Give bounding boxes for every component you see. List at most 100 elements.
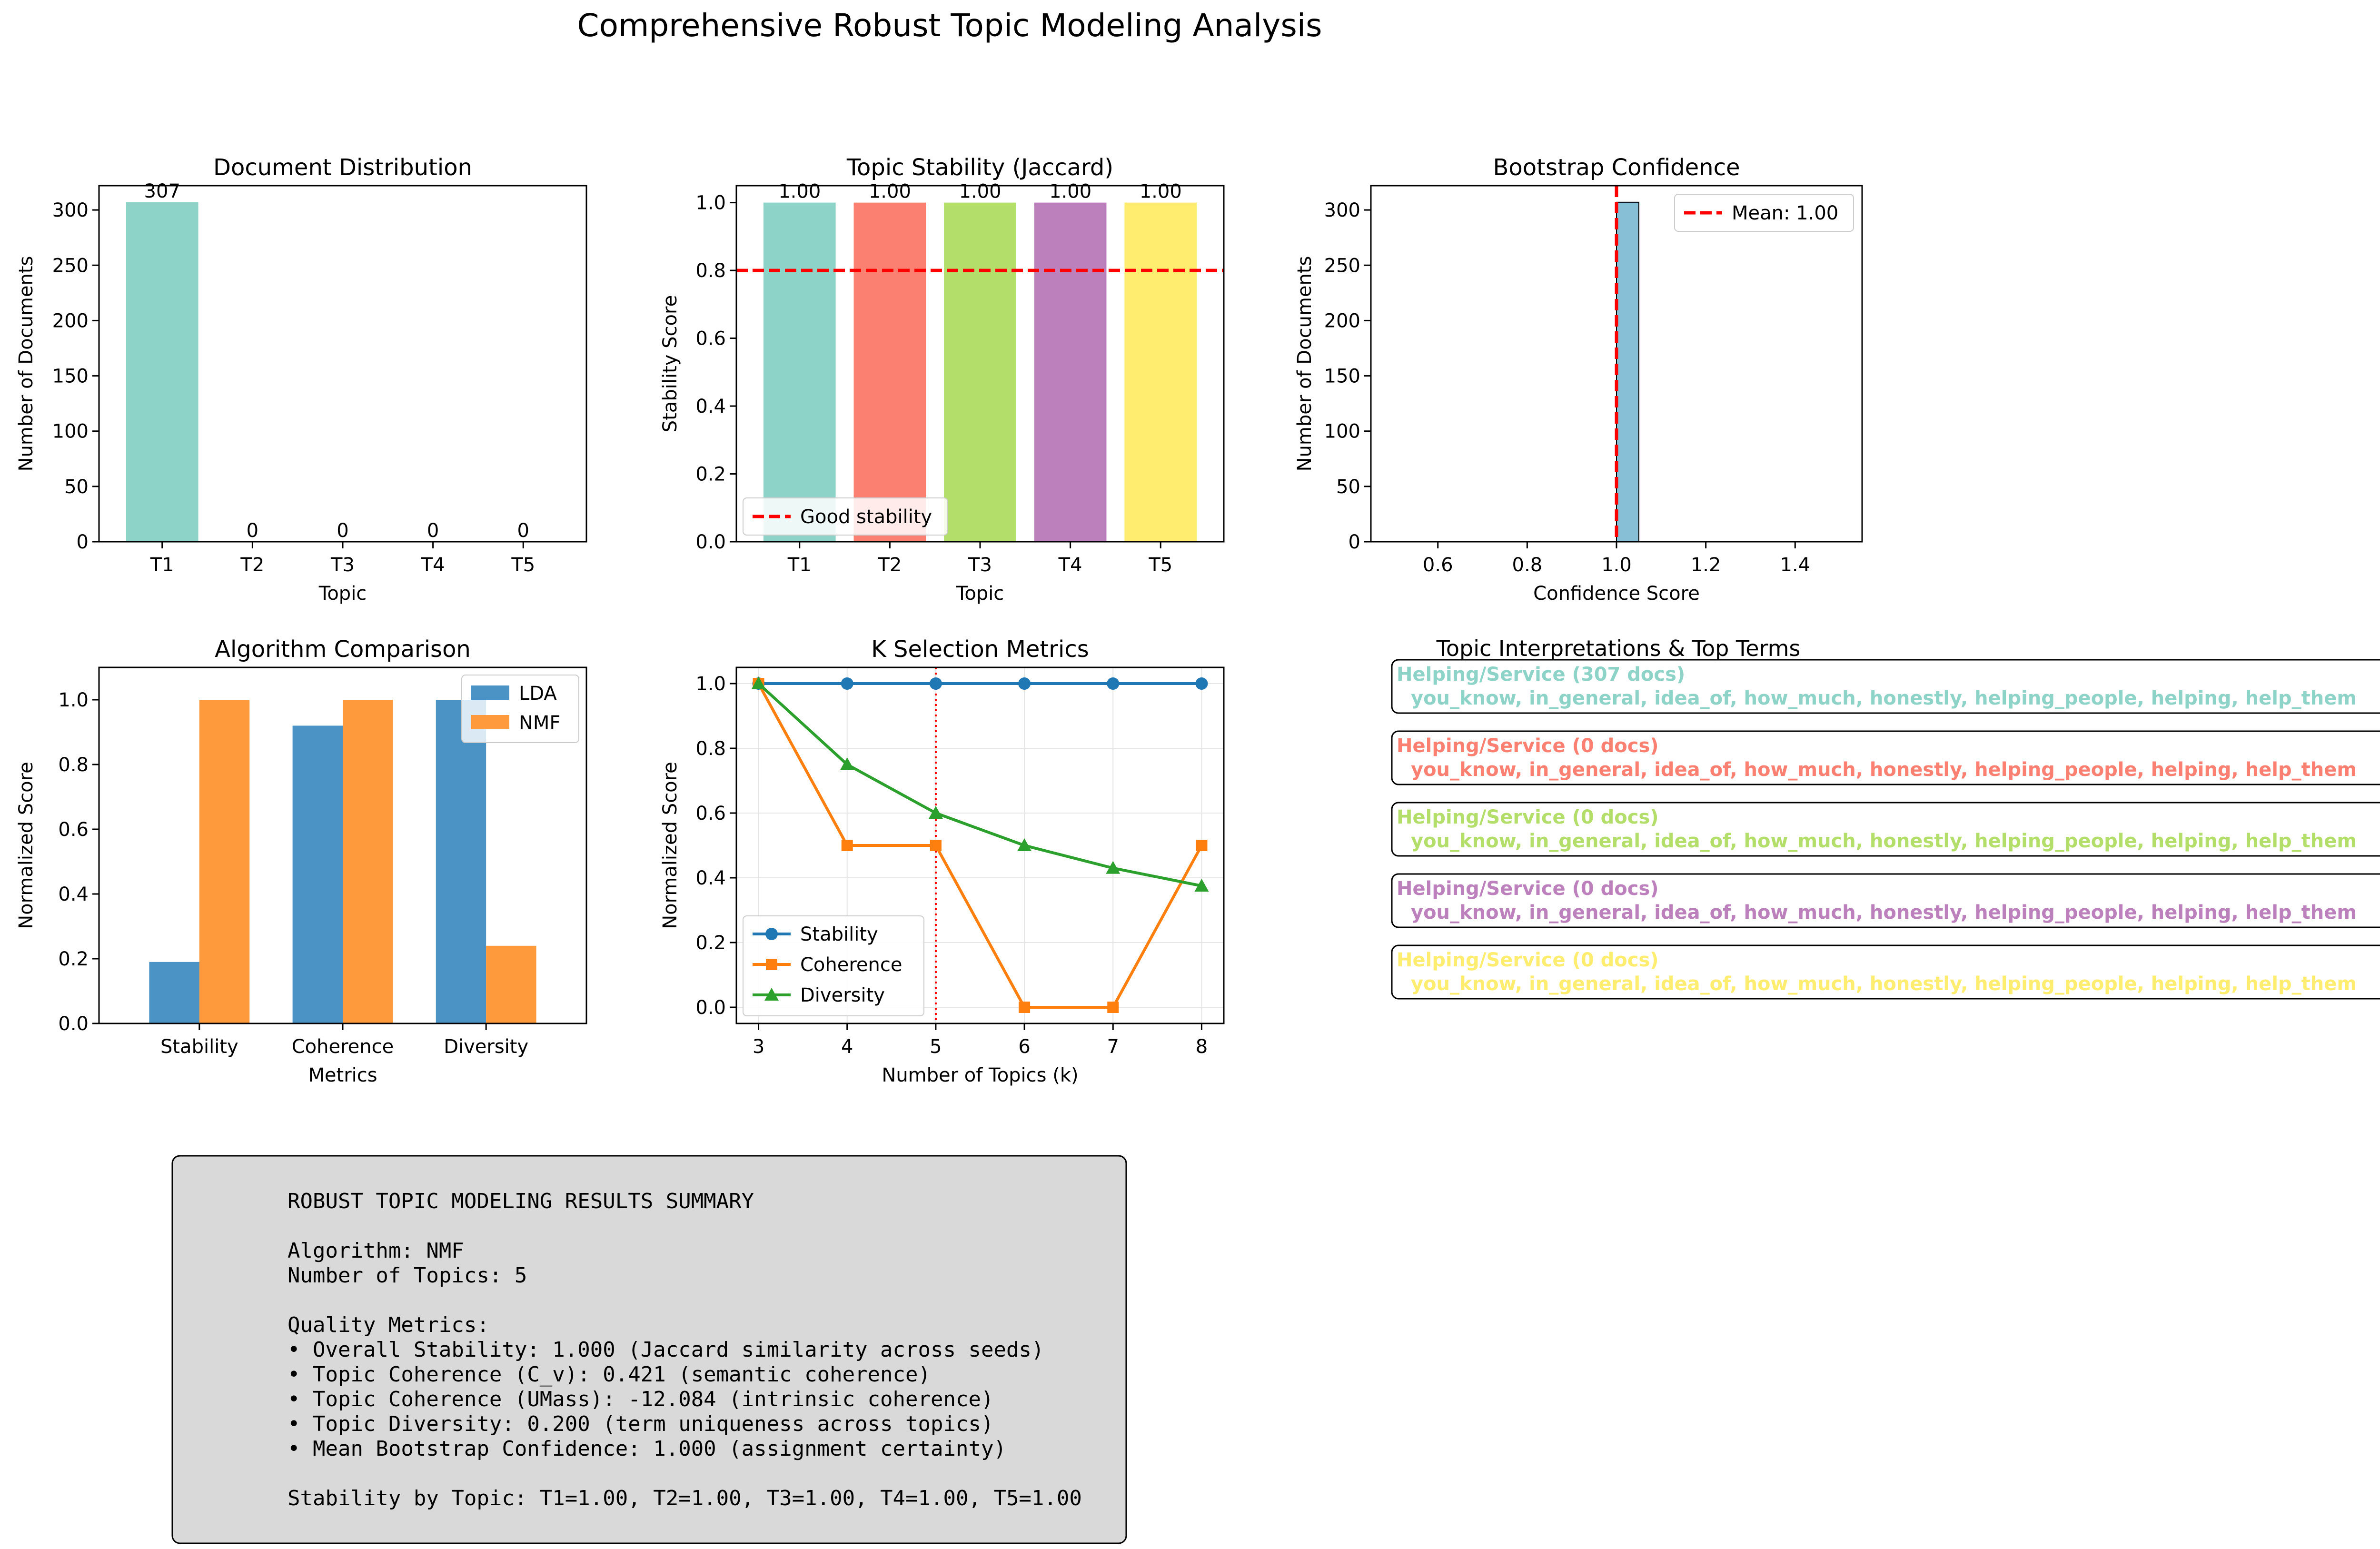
x-tick-label: T5 <box>511 554 535 576</box>
interpretation-box <box>1391 802 2380 857</box>
y-tick-label: 150 <box>1324 366 1360 387</box>
bar-value-label: 1.00 <box>1049 181 1091 203</box>
x-tick-label: T3 <box>330 554 355 576</box>
y-tick-label: 0.0 <box>695 531 726 553</box>
y-tick-label: 0.6 <box>695 803 726 824</box>
point-coherence <box>841 840 853 851</box>
bar-value-label: 0 <box>247 520 258 542</box>
x-tick-label: 0.6 <box>1423 554 1453 576</box>
x-tick-label: T4 <box>1058 554 1082 576</box>
legend-label: Diversity <box>800 984 885 1006</box>
legend-marker <box>765 928 778 940</box>
x-tick-label: T4 <box>421 554 445 576</box>
y-tick-label: 0.4 <box>58 884 89 905</box>
interpretation-item: Helping/Service (0 docs)you_know, in_gen… <box>1391 802 2380 857</box>
series-line-coherence <box>757 683 1203 1009</box>
y-tick-label: 0.8 <box>58 754 89 776</box>
point-stability <box>1195 677 1208 690</box>
x-axis-label: Number of Topics (k) <box>882 1064 1078 1086</box>
y-tick-label: 300 <box>52 199 89 221</box>
y-axis-label: Normalized Score <box>659 762 681 929</box>
y-tick-label: 0.0 <box>695 997 726 1019</box>
y-tick-label: 0.8 <box>695 260 726 282</box>
y-tick-label: 100 <box>52 421 89 443</box>
figure-title: Comprehensive Robust Topic Modeling Anal… <box>577 7 1322 44</box>
summary-line: Number of Topics: 5 <box>288 1263 527 1288</box>
bar <box>944 202 1016 542</box>
point-stability <box>1018 677 1031 690</box>
bar-value-label: 0 <box>517 520 529 542</box>
bar <box>763 202 836 542</box>
legend-label: LDA <box>519 683 557 705</box>
y-axis-label: Stability Score <box>659 295 681 432</box>
chart-k-selection-metrics: 0.0 0.2 0.4 0.6 0.8 1.0 3 4 5 6 7 8 K Selection Metr… <box>659 636 1225 1086</box>
point-diversity <box>1194 879 1209 892</box>
summary-line: Quality Metrics: <box>288 1313 489 1337</box>
interpretation-terms: you_know, in_general, idea_of, how_much,… <box>1411 759 2357 781</box>
point-coherence <box>1019 1002 1031 1013</box>
interpretation-item: Helping/Service (0 docs)you_know, in_gen… <box>1391 944 2380 1000</box>
interpretation-header: Helping/Service (0 docs) <box>1397 806 1659 828</box>
y-tick-label: 300 <box>1324 199 1360 221</box>
x-axis-label: Topic <box>318 583 367 605</box>
chart-title: Topic Stability (Jaccard) <box>846 154 1113 181</box>
series-line-diversity <box>757 682 1202 887</box>
x-tick-label: 5 <box>930 1036 942 1058</box>
x-tick-label: 0.8 <box>1512 554 1543 576</box>
legend-label: Mean: 1.00 <box>1732 202 1838 224</box>
interpretation-header: Helping/Service (0 docs) <box>1397 878 1659 900</box>
y-tick-label: 0.4 <box>695 867 726 889</box>
y-tick-label: 250 <box>52 255 89 277</box>
interpretation-box <box>1391 659 2380 714</box>
x-tick-label: Coherence <box>292 1036 394 1058</box>
legend-swatch <box>471 715 509 729</box>
chart-title: Algorithm Comparison <box>215 636 471 663</box>
y-tick-label: 0.0 <box>58 1013 89 1035</box>
x-tick-label: 6 <box>1018 1036 1030 1058</box>
point-coherence <box>1196 840 1208 851</box>
x-tick-label: 3 <box>753 1036 764 1058</box>
bar-value-label: 0 <box>427 520 439 542</box>
x-tick-label: T1 <box>150 554 174 576</box>
y-tick-label: 0 <box>77 531 89 553</box>
summary-line: ROBUST TOPIC MODELING RESULTS SUMMARY <box>288 1189 754 1213</box>
y-tick-label: 150 <box>52 366 89 387</box>
interpretation-terms: you_know, in_general, idea_of, how_much,… <box>1411 973 2357 995</box>
bar-lda <box>436 700 486 1023</box>
summary-box: ROBUST TOPIC MODELING RESULTS SUMMARY Alg… <box>171 1155 1127 1544</box>
legend-marker <box>766 959 777 970</box>
bar <box>1034 202 1107 542</box>
y-tick-label: 100 <box>1324 421 1360 443</box>
topic-interpretations-panel: Topic Interpretations & Top Terms Helpin… <box>1391 635 2380 1000</box>
x-axis-label: Topic <box>956 583 1004 605</box>
y-tick-label: 1.0 <box>695 673 726 695</box>
interpretation-box <box>1391 873 2380 928</box>
x-tick-label: 8 <box>1196 1036 1208 1058</box>
point-diversity <box>840 757 854 770</box>
point-diversity <box>1017 838 1032 851</box>
y-tick-label: 0 <box>1349 531 1360 553</box>
interpretation-terms: you_know, in_general, idea_of, how_much,… <box>1411 687 2357 709</box>
bar-value-label: 1.00 <box>959 181 1001 203</box>
y-tick-label: 0.8 <box>695 738 726 760</box>
legend-swatch <box>471 685 509 700</box>
interpretation-header: Helping/Service (0 docs) <box>1397 949 1659 971</box>
point-stability <box>1107 677 1120 690</box>
bar-value-label: 1.00 <box>1140 181 1182 203</box>
summary-line: • Topic Coherence (C_v): 0.421 (semantic… <box>288 1362 931 1387</box>
summary-text: ROBUST TOPIC MODELING RESULTS SUMMARY Alg… <box>288 1189 1082 1510</box>
bar-value-label: 0 <box>337 520 348 542</box>
interpretation-terms: you_know, in_general, idea_of, how_much,… <box>1411 830 2357 852</box>
chart-title: Document Distribution <box>213 154 472 181</box>
point-stability <box>841 677 853 690</box>
interpretation-item: Helping/Service (0 docs)you_know, in_gen… <box>1391 730 2380 785</box>
summary-line: • Topic Coherence (UMass): -12.084 (intr… <box>288 1387 993 1411</box>
axes-frame <box>735 666 1225 1024</box>
histogram-bar <box>1616 201 1639 542</box>
legend-box <box>1674 194 1854 232</box>
chart-algorithm-comparison: 0.0 0.2 0.4 0.6 0.8 1.0 Stability Coherence Dive… <box>15 636 587 1086</box>
bar-lda <box>149 962 199 1023</box>
point-coherence <box>930 840 942 851</box>
bar <box>1124 202 1197 542</box>
bar <box>853 202 926 542</box>
